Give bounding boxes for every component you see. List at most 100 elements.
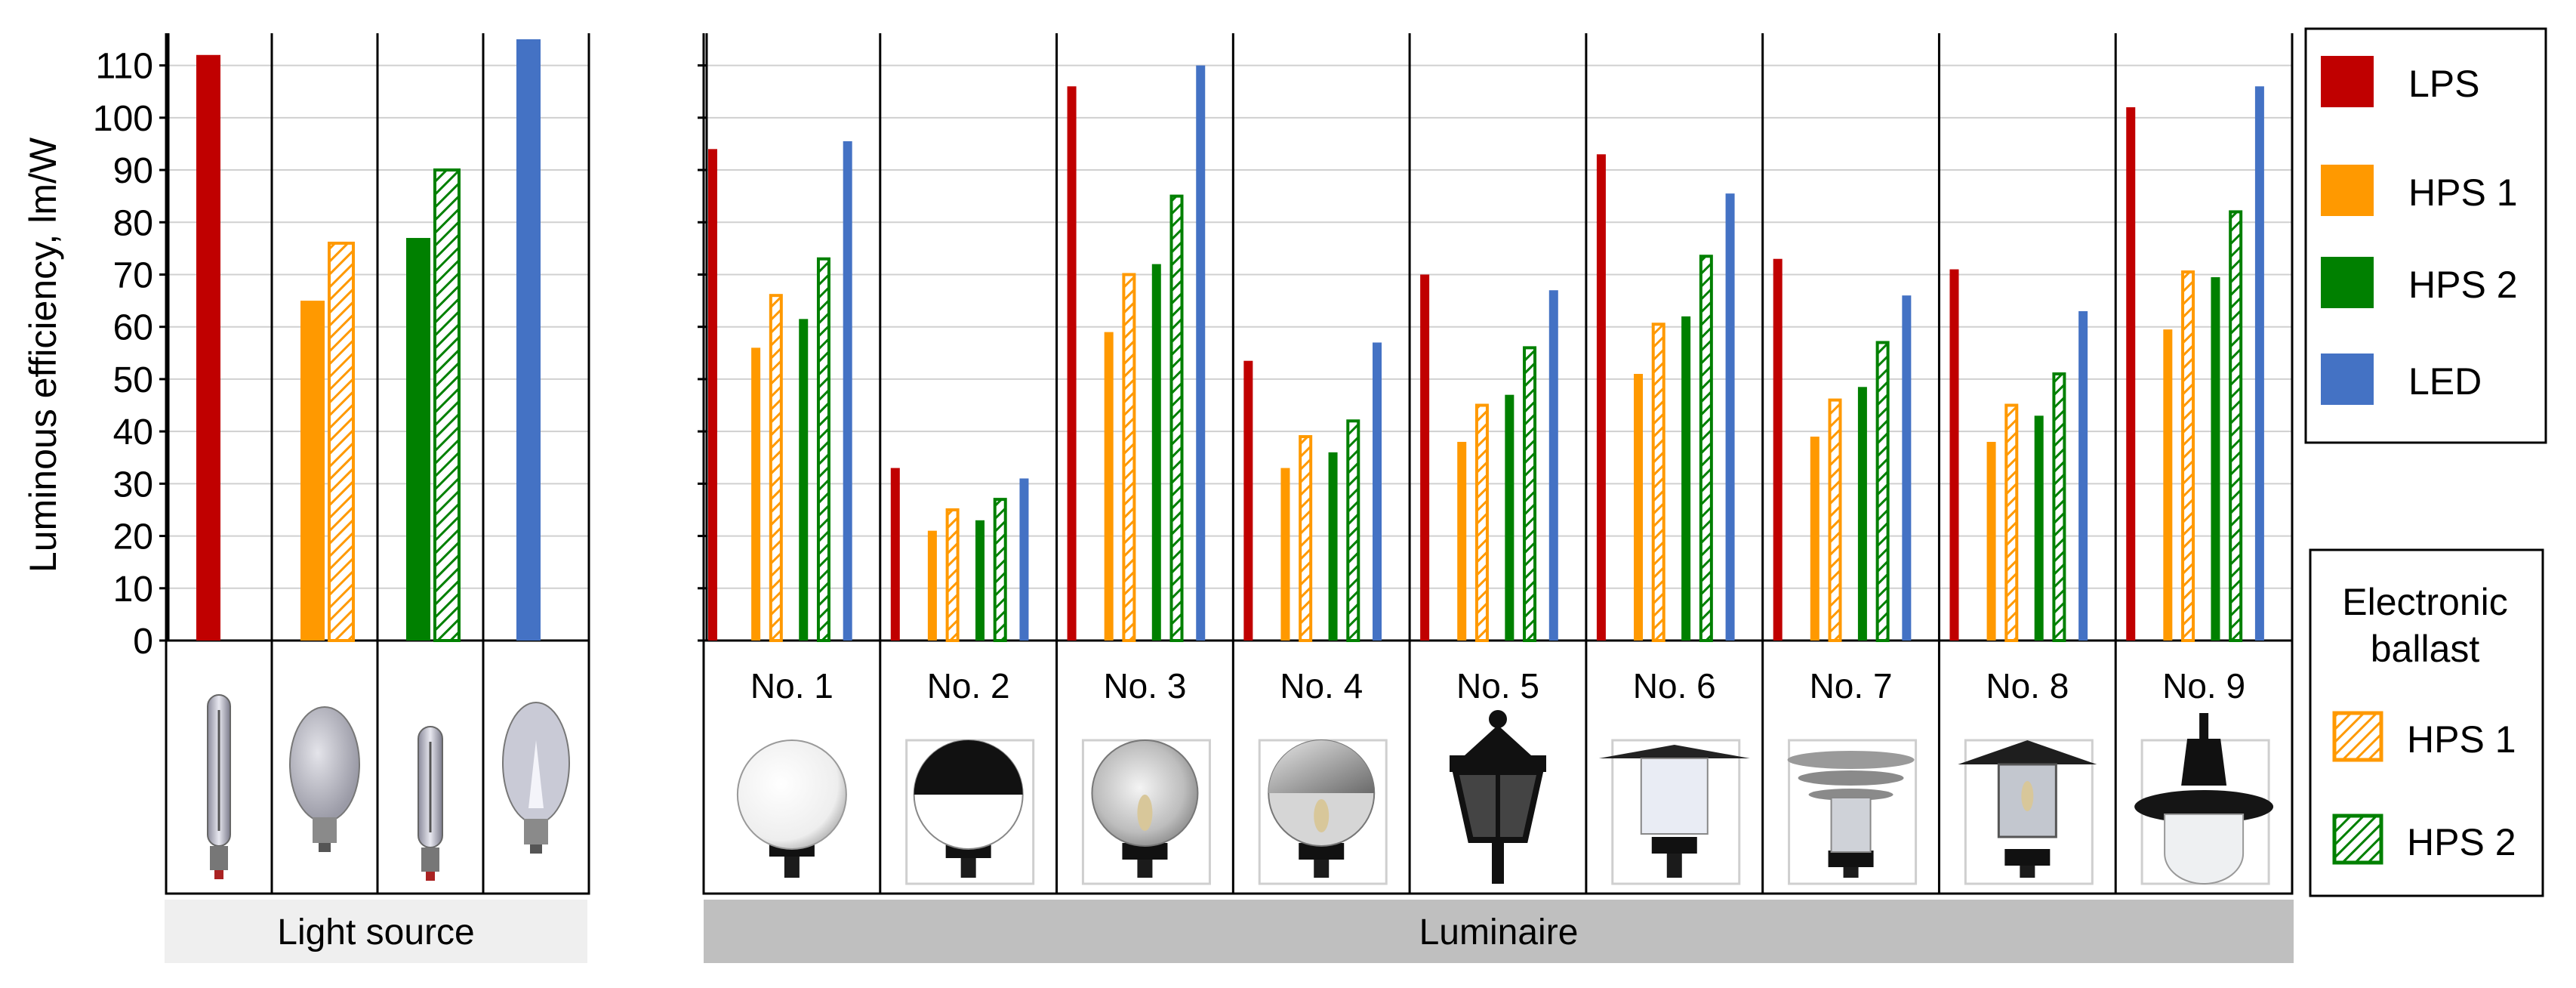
product-images	[207, 694, 2274, 885]
bar-hps2-electronic	[2229, 210, 2243, 642]
bar-lps	[1596, 154, 1606, 641]
bar-hps2	[1681, 316, 1691, 641]
group-label: No. 3	[1103, 666, 1186, 705]
bar-hps2	[1857, 387, 1867, 641]
bar-lps	[1067, 86, 1077, 641]
clear-globe-luminaire-image	[1081, 739, 1211, 885]
bar-hps2	[1328, 452, 1338, 641]
bar-led	[1019, 478, 1029, 641]
ballast-legend-title-line2: ballast	[2371, 628, 2480, 670]
bar-led	[843, 140, 852, 641]
legend-swatch-lps	[2321, 56, 2374, 107]
y-axis: 0 10 20 30 40 50 60 70 80 90 100 110	[93, 33, 708, 662]
bar-hps1	[1457, 441, 1467, 641]
bar-hps2-electronic	[1169, 194, 1184, 642]
legend-label-hps1: HPS 1	[2408, 171, 2518, 214]
bars	[196, 39, 2264, 643]
y-tick-label: 30	[113, 465, 153, 505]
bar-hps1-electronic	[1828, 398, 1842, 642]
ballast-swatch-hps1	[2332, 711, 2383, 762]
led-lamp-image	[502, 702, 570, 854]
legend-swatch-hps2	[2321, 257, 2374, 308]
lantern-luminaire-image	[1450, 710, 1546, 884]
bar-led	[1548, 290, 1558, 641]
bar-led	[2078, 310, 2088, 641]
gridlines	[166, 64, 2292, 589]
legend-swatch-led	[2321, 354, 2374, 405]
bar-hps2	[1505, 394, 1514, 641]
bar-hps2	[1151, 264, 1161, 641]
bar-led	[1725, 193, 1735, 641]
group-label: No. 5	[1456, 666, 1539, 705]
bar-lps	[196, 54, 220, 641]
bar-led	[1373, 342, 1382, 641]
group-label: No. 1	[750, 666, 834, 705]
bar-hps2-electronic	[1699, 255, 1713, 642]
bar-hps2-electronic	[1523, 346, 1537, 642]
bar-hps1-electronic	[2181, 270, 2195, 642]
bar-hps1-electronic	[1474, 403, 1489, 642]
bar-lps	[1773, 258, 1783, 641]
bar-hps2	[799, 319, 809, 641]
bar-lps	[708, 149, 717, 641]
bar-hps1	[300, 301, 325, 641]
half-black-globe-luminaire-image	[905, 739, 1035, 885]
wide-hat-luminaire-image	[1598, 739, 1750, 885]
bar-lps	[1949, 269, 1959, 641]
ballast-swatch-hps2	[2332, 814, 2383, 865]
ballast-legend-title-line1: Electronic	[2342, 581, 2508, 623]
group-label: No. 8	[1986, 666, 2069, 705]
group-label: No. 2	[927, 666, 1010, 705]
bar-hps2-electronic	[993, 498, 1007, 642]
bar-led	[2254, 86, 2264, 641]
mirror-globe-luminaire-image	[1258, 739, 1388, 885]
bar-lps	[890, 468, 900, 641]
group-label: No. 9	[2162, 666, 2245, 705]
bar-led	[1902, 295, 1912, 641]
y-tick-label: 10	[113, 570, 153, 610]
ballast-label-hps2: HPS 2	[2407, 821, 2516, 863]
bar-hps2	[2211, 276, 2220, 641]
ballast-label-hps1: HPS 1	[2407, 718, 2516, 761]
bar-hps2-electronic	[816, 257, 830, 642]
y-tick-label: 60	[113, 308, 153, 348]
legend-swatch-hps1	[2321, 165, 2374, 216]
bar-hps1-electronic	[769, 294, 783, 642]
legend-label-hps2: HPS 2	[2408, 264, 2518, 306]
bar-hps2-electronic	[1875, 341, 1890, 642]
bar-hps1	[1986, 441, 1996, 641]
y-tick-label: 80	[113, 203, 153, 243]
bar-hps1	[2163, 329, 2173, 641]
bar-led	[1196, 65, 1206, 641]
bar-hps2	[406, 238, 430, 641]
group-label: No. 6	[1633, 666, 1716, 705]
bar-hps1-electronic	[1651, 323, 1665, 642]
bar-hps1	[1280, 468, 1290, 641]
y-tick-label: 100	[93, 99, 153, 139]
y-tick-label: 20	[113, 517, 153, 557]
y-tick-label: 70	[113, 255, 153, 295]
bar-hps1-electronic	[2004, 403, 2019, 642]
bar-hps1	[927, 530, 937, 641]
light-source-band	[165, 900, 587, 963]
light-source-band-label: Light source	[277, 912, 475, 952]
bar-led	[516, 39, 541, 641]
group-labels: No. 1 No. 2 No. 3 No. 4 No. 5 No. 6 No. 7 No. 8…	[750, 666, 2245, 705]
bar-hps1-electronic	[1299, 435, 1313, 642]
y-tick-label: 110	[95, 47, 153, 87]
bar-hps1	[1810, 437, 1820, 641]
pendant-luminaire-image	[2134, 713, 2274, 885]
bar-hps1-electronic	[945, 508, 960, 643]
panel-frames	[165, 33, 2294, 895]
bar-hps1-electronic	[328, 241, 355, 642]
bar-hps2-electronic	[433, 168, 461, 643]
legend-label-lps: LPS	[2408, 63, 2480, 105]
bar-hps1	[1104, 332, 1114, 641]
tiered-luminaire-image	[1787, 739, 1918, 885]
bar-hps1-electronic	[1122, 273, 1136, 642]
y-axis-title: Luminous efficiency, lm/W	[22, 137, 64, 573]
white-globe-luminaire-image	[736, 739, 847, 878]
y-tick-label: 90	[113, 151, 153, 191]
y-tick-label: 0	[133, 622, 153, 662]
